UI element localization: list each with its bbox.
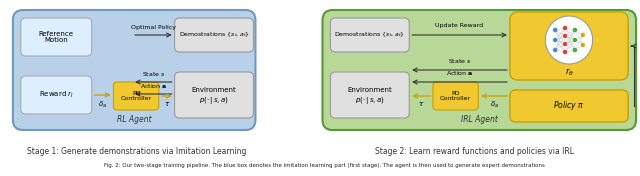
- Text: $\delta_a$: $\delta_a$: [98, 100, 107, 110]
- Text: Demostrations $\{s_t, a_t\}$: Demostrations $\{s_t, a_t\}$: [334, 31, 405, 39]
- FancyBboxPatch shape: [175, 72, 253, 118]
- Text: $r_\theta$: $r_\theta$: [564, 66, 573, 78]
- FancyBboxPatch shape: [113, 82, 159, 110]
- Text: Policy $\pi$: Policy $\pi$: [554, 99, 585, 112]
- FancyBboxPatch shape: [510, 12, 628, 80]
- Text: $\delta_a$: $\delta_a$: [490, 100, 499, 110]
- Text: State $s$: State $s$: [141, 70, 165, 78]
- FancyBboxPatch shape: [175, 18, 253, 52]
- FancyBboxPatch shape: [323, 10, 636, 130]
- Text: $p(\cdot\,|\,s,a)$: $p(\cdot\,|\,s,a)$: [355, 96, 385, 106]
- Text: Reward $r_I$: Reward $r_I$: [39, 90, 74, 100]
- FancyBboxPatch shape: [330, 18, 409, 52]
- Text: Reference
Motion: Reference Motion: [39, 30, 74, 43]
- Text: PD
Controller: PD Controller: [440, 91, 471, 101]
- FancyBboxPatch shape: [510, 90, 628, 122]
- Text: PD
Controller: PD Controller: [120, 91, 152, 101]
- Circle shape: [572, 48, 577, 52]
- Text: Stage 2: Learn reward functions and policies via IRL: Stage 2: Learn reward functions and poli…: [375, 147, 574, 156]
- Circle shape: [563, 42, 568, 46]
- Circle shape: [545, 16, 593, 64]
- Text: Stage 1: Generate demonstrations via Imitation Learning: Stage 1: Generate demonstrations via Imi…: [28, 147, 247, 156]
- FancyBboxPatch shape: [20, 18, 92, 56]
- Circle shape: [572, 37, 577, 42]
- Text: IRL Agent: IRL Agent: [461, 115, 498, 124]
- Text: Optimal Policy: Optimal Policy: [131, 25, 176, 30]
- Text: $\tau$: $\tau$: [418, 100, 424, 108]
- Circle shape: [580, 33, 585, 37]
- Circle shape: [563, 33, 568, 39]
- FancyBboxPatch shape: [330, 72, 409, 118]
- Circle shape: [553, 37, 557, 42]
- Text: Demostrations $\{s_t, a_t\}$: Demostrations $\{s_t, a_t\}$: [179, 31, 250, 39]
- FancyBboxPatch shape: [20, 76, 92, 114]
- Circle shape: [572, 27, 577, 33]
- Text: Action $\mathbf{a}$: Action $\mathbf{a}$: [140, 82, 167, 90]
- FancyBboxPatch shape: [13, 10, 255, 130]
- Text: Update Reward: Update Reward: [435, 23, 484, 28]
- Text: State $s$: State $s$: [448, 57, 472, 65]
- Circle shape: [580, 42, 585, 48]
- Text: Environment: Environment: [348, 87, 392, 93]
- Text: Fig. 2: Our two-stage training pipeline. The blue box denotes the imitation lear: Fig. 2: Our two-stage training pipeline.…: [104, 164, 545, 168]
- Text: $p(\cdot\,|\,s,a)$: $p(\cdot\,|\,s,a)$: [199, 96, 229, 106]
- Text: Action $\mathbf{a}$: Action $\mathbf{a}$: [446, 69, 473, 77]
- Text: Environment: Environment: [191, 87, 236, 93]
- Circle shape: [563, 26, 568, 30]
- FancyBboxPatch shape: [433, 82, 478, 110]
- Text: $\tau$: $\tau$: [164, 100, 170, 108]
- Circle shape: [563, 49, 568, 55]
- Text: RL Agent: RL Agent: [117, 115, 152, 124]
- Circle shape: [553, 48, 557, 52]
- Circle shape: [553, 27, 557, 33]
